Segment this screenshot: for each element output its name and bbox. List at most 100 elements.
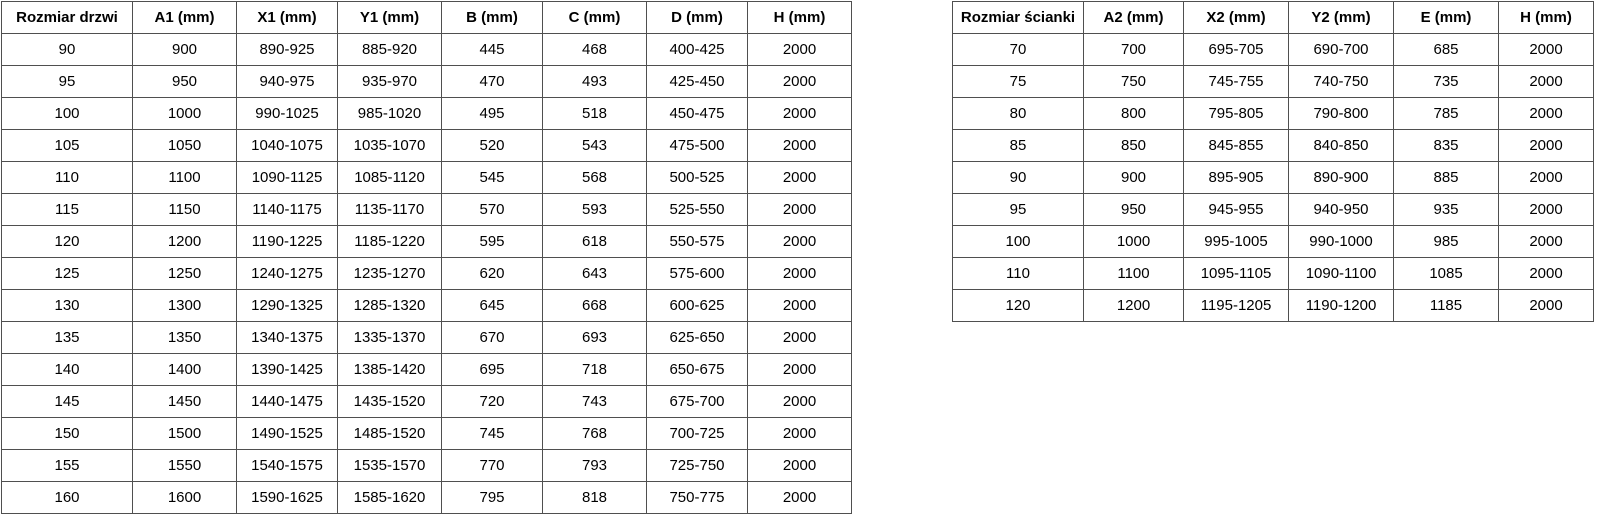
table-cell: 1090-1125 bbox=[236, 161, 338, 194]
table-cell: 1290-1325 bbox=[236, 289, 338, 322]
table-cell: 1090-1100 bbox=[1288, 257, 1394, 290]
table-row: 100 1000 995-1005 990-1000 985 2000 bbox=[952, 225, 1594, 258]
table-cell: 720 bbox=[441, 385, 543, 418]
column-header: Y2 (mm) bbox=[1288, 1, 1394, 34]
table-cell: 745-755 bbox=[1183, 65, 1289, 98]
table-row: 145 1450 1440-1475 1435-1520 720 743 675-700 20… bbox=[1, 385, 852, 418]
table-cell: 668 bbox=[542, 289, 647, 322]
table-cell: 520 bbox=[441, 129, 543, 162]
table-cell: 150 bbox=[1, 417, 133, 450]
table-cell: 1200 bbox=[1083, 289, 1184, 322]
table-cell: 1000 bbox=[1083, 225, 1184, 258]
column-header: Y1 (mm) bbox=[337, 1, 442, 34]
table-cell: 900 bbox=[1083, 161, 1184, 194]
table-cell: 575-600 bbox=[646, 257, 748, 290]
table-cell: 1340-1375 bbox=[236, 321, 338, 354]
table-row: 110 1100 1090-1125 1085-1120 545 568 500-525 20… bbox=[1, 161, 852, 194]
table-row: 155 1550 1540-1575 1535-1570 770 793 725-750 20… bbox=[1, 449, 852, 482]
table-cell: 818 bbox=[542, 481, 647, 514]
table-cell: 740-750 bbox=[1288, 65, 1394, 98]
table-cell: 2000 bbox=[1498, 289, 1594, 322]
column-header: B (mm) bbox=[441, 1, 543, 34]
table-row: 80 800 795-805 790-800 785 2000 bbox=[952, 97, 1594, 130]
table-cell: 950 bbox=[132, 65, 237, 98]
table-cell: 745 bbox=[441, 417, 543, 450]
table-cell: 900 bbox=[132, 33, 237, 66]
table-row: 150 1500 1490-1525 1485-1520 745 768 700-725 20… bbox=[1, 417, 852, 450]
table-row: 110 1100 1095-1105 1090-1100 1085 2000 bbox=[952, 257, 1594, 290]
table-cell: 2000 bbox=[1498, 257, 1594, 290]
table-cell: 475-500 bbox=[646, 129, 748, 162]
table-cell: 940-975 bbox=[236, 65, 338, 98]
table-cell: 835 bbox=[1393, 129, 1499, 162]
table-cell: 620 bbox=[441, 257, 543, 290]
table-cell: 890-925 bbox=[236, 33, 338, 66]
table-cell: 795 bbox=[441, 481, 543, 514]
table-cell: 785 bbox=[1393, 97, 1499, 130]
table-cell: 135 bbox=[1, 321, 133, 354]
header-row: Rozmiar ścianki A2 (mm) X2 (mm) Y2 (mm) E (m… bbox=[952, 1, 1594, 34]
table-cell: 1385-1420 bbox=[337, 353, 442, 386]
table-cell: 1485-1520 bbox=[337, 417, 442, 450]
table-cell: 2000 bbox=[747, 449, 852, 482]
table-cell: 145 bbox=[1, 385, 133, 418]
table-cell: 470 bbox=[441, 65, 543, 98]
table-cell: 1300 bbox=[132, 289, 237, 322]
table-cell: 468 bbox=[542, 33, 647, 66]
table-cell: 1200 bbox=[132, 225, 237, 258]
table-row: 85 850 845-855 840-850 835 2000 bbox=[952, 129, 1594, 162]
table-cell: 985-1020 bbox=[337, 97, 442, 130]
table-cell: 885-920 bbox=[337, 33, 442, 66]
table-cell: 100 bbox=[1, 97, 133, 130]
table-cell: 1000 bbox=[132, 97, 237, 130]
table-cell: 445 bbox=[441, 33, 543, 66]
table-cell: 1185-1220 bbox=[337, 225, 442, 258]
table-cell: 2000 bbox=[747, 97, 852, 130]
table-cell: 1085-1120 bbox=[337, 161, 442, 194]
table-cell: 1140-1175 bbox=[236, 193, 338, 226]
table-cell: 1600 bbox=[132, 481, 237, 514]
column-header: Rozmiar drzwi bbox=[1, 1, 133, 34]
table-cell: 70 bbox=[952, 33, 1084, 66]
table-cell: 140 bbox=[1, 353, 133, 386]
table-cell: 85 bbox=[952, 129, 1084, 162]
table-row: 90 900 895-905 890-900 885 2000 bbox=[952, 161, 1594, 194]
table-cell: 525-550 bbox=[646, 193, 748, 226]
table-cell: 550-575 bbox=[646, 225, 748, 258]
column-header: A2 (mm) bbox=[1083, 1, 1184, 34]
table-cell: 675-700 bbox=[646, 385, 748, 418]
table-cell: 1335-1370 bbox=[337, 321, 442, 354]
table-cell: 90 bbox=[952, 161, 1084, 194]
table-row: 120 1200 1190-1225 1185-1220 595 618 550-575 20… bbox=[1, 225, 852, 258]
table-cell: 2000 bbox=[1498, 129, 1594, 162]
table-cell: 130 bbox=[1, 289, 133, 322]
table-cell: 2000 bbox=[747, 129, 852, 162]
table-cell: 685 bbox=[1393, 33, 1499, 66]
table-cell: 840-850 bbox=[1288, 129, 1394, 162]
table-cell: 425-450 bbox=[646, 65, 748, 98]
column-header: C (mm) bbox=[542, 1, 647, 34]
table-cell: 1035-1070 bbox=[337, 129, 442, 162]
table-cell: 2000 bbox=[1498, 225, 1594, 258]
table-cell: 695-705 bbox=[1183, 33, 1289, 66]
wall-panel-size-table: Rozmiar ścianki A2 (mm) X2 (mm) Y2 (mm) E (m… bbox=[952, 1, 1594, 322]
table-cell: 1085 bbox=[1393, 257, 1499, 290]
table-cell: 935 bbox=[1393, 193, 1499, 226]
table-cell: 1590-1625 bbox=[236, 481, 338, 514]
table-cell: 495 bbox=[441, 97, 543, 130]
table-cell: 700-725 bbox=[646, 417, 748, 450]
table-cell: 2000 bbox=[747, 321, 852, 354]
table-cell: 995-1005 bbox=[1183, 225, 1289, 258]
table-row: 115 1150 1140-1175 1135-1170 570 593 525-550 20… bbox=[1, 193, 852, 226]
table-cell: 110 bbox=[1, 161, 133, 194]
table-cell: 1095-1105 bbox=[1183, 257, 1289, 290]
table-cell: 500-525 bbox=[646, 161, 748, 194]
table-cell: 1150 bbox=[132, 193, 237, 226]
column-header: A1 (mm) bbox=[132, 1, 237, 34]
table-cell: 990-1000 bbox=[1288, 225, 1394, 258]
table-cell: 800 bbox=[1083, 97, 1184, 130]
table-cell: 2000 bbox=[747, 257, 852, 290]
table-cell: 1440-1475 bbox=[236, 385, 338, 418]
doors-size-table: Rozmiar drzwi A1 (mm) X1 (mm) Y1 (mm) B (mm)… bbox=[1, 1, 852, 514]
column-header: H (mm) bbox=[1498, 1, 1594, 34]
